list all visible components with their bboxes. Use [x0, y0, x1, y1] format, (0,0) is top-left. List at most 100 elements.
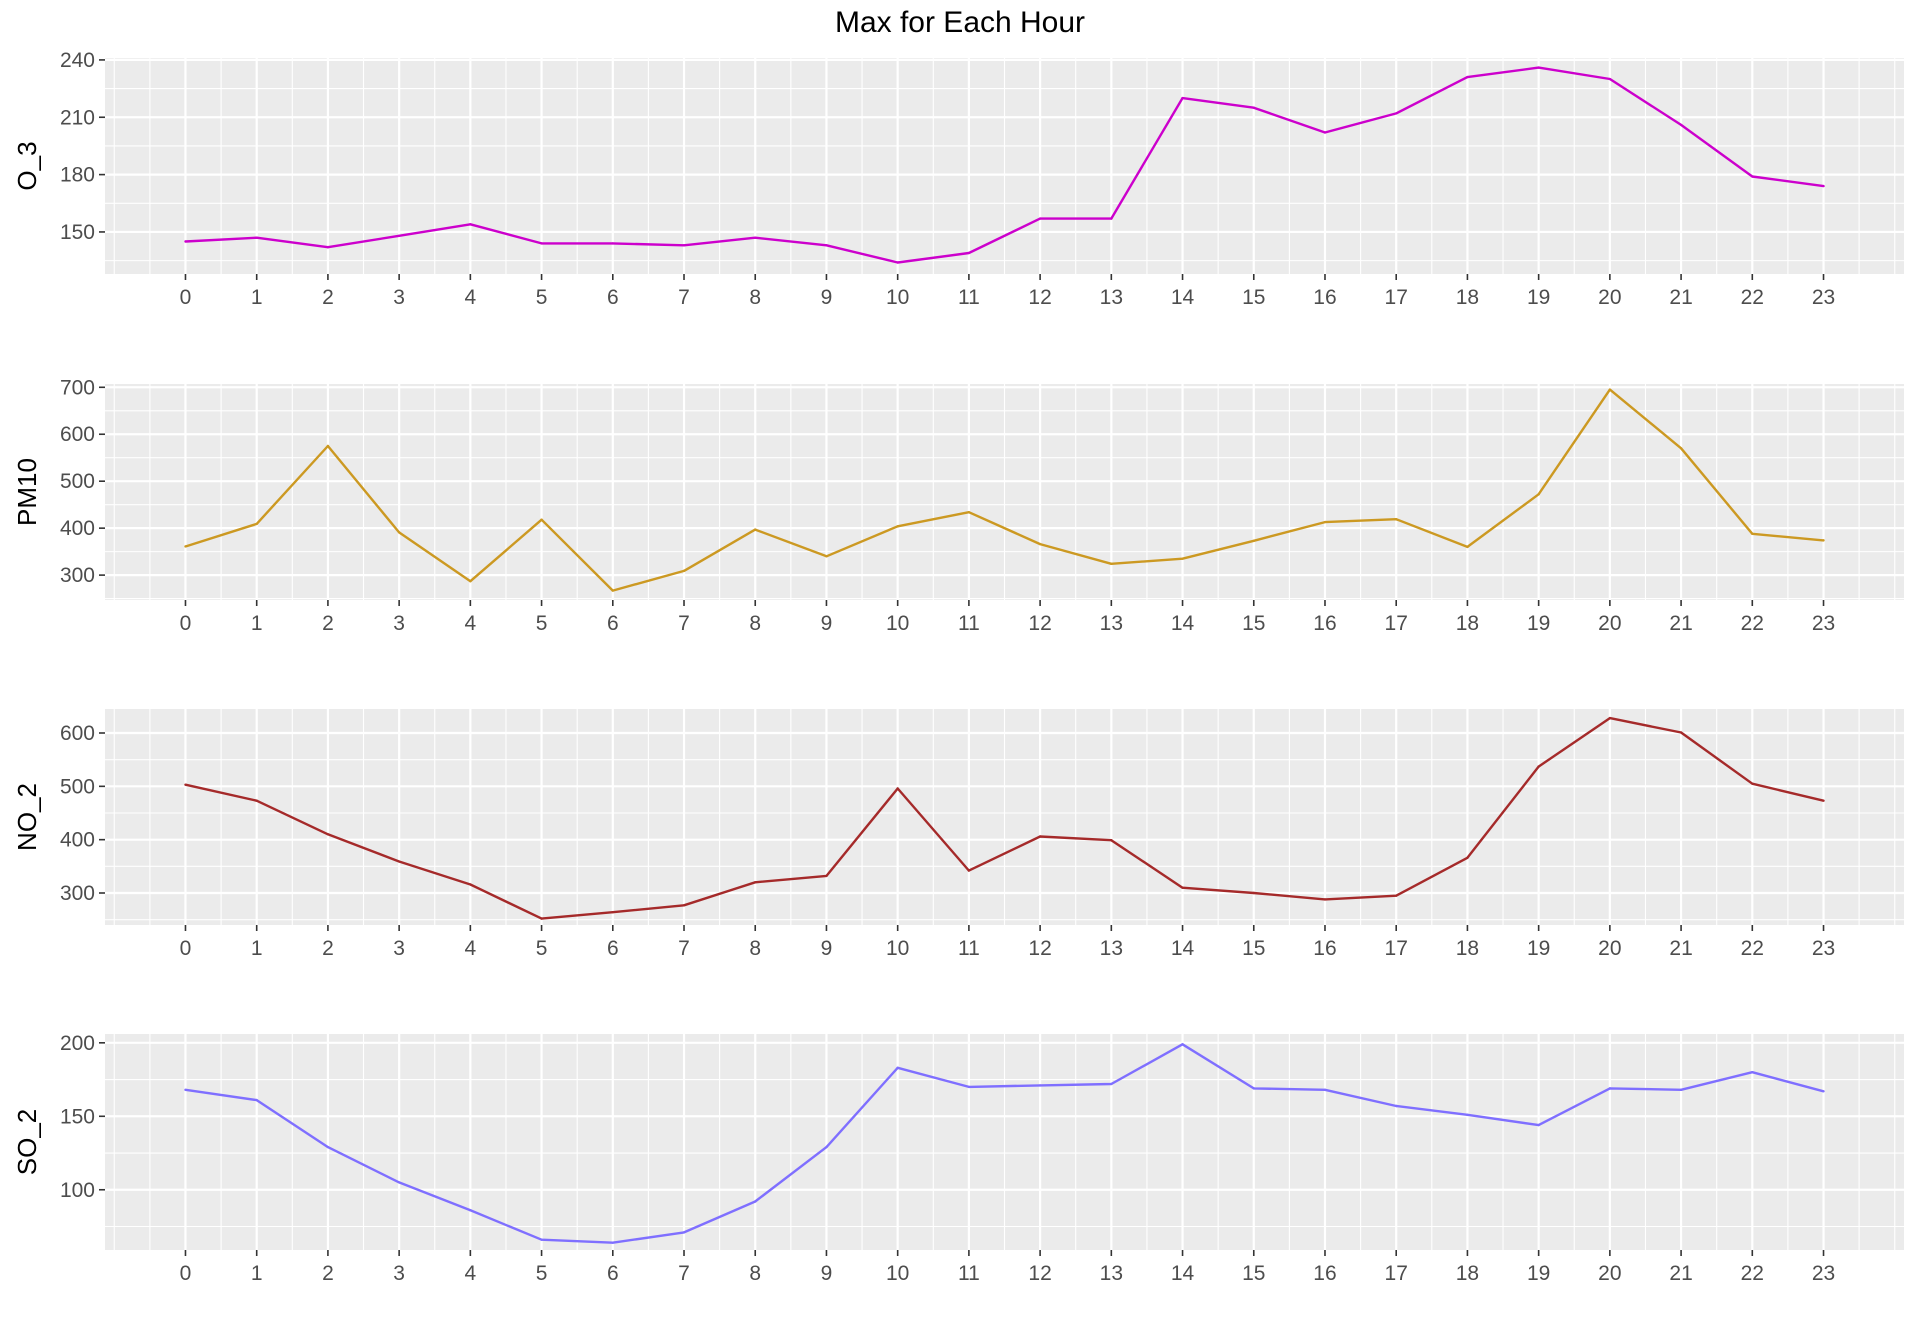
x-tick-label: 8 — [749, 1262, 761, 1285]
x-tick-label: 21 — [1669, 1262, 1692, 1285]
x-tick-label: 16 — [1313, 1262, 1336, 1285]
x-tick-label: 21 — [1669, 937, 1692, 960]
data-point — [540, 1238, 543, 1241]
data-point — [1537, 66, 1540, 69]
x-tick-label: 12 — [1028, 1262, 1051, 1285]
x-tick-label: 18 — [1456, 286, 1479, 309]
x-tick-label: 9 — [821, 1262, 833, 1285]
x-tick-label: 5 — [536, 612, 548, 635]
x-tick-label: 14 — [1171, 1262, 1195, 1285]
data-point — [326, 833, 330, 836]
data-point — [1323, 520, 1327, 524]
y-tick-label: 180 — [60, 164, 95, 187]
data-point — [1751, 782, 1754, 785]
data-point — [967, 510, 971, 514]
y-tick-label: 600 — [60, 423, 95, 446]
data-point — [184, 783, 187, 786]
x-tick-label: 6 — [607, 612, 619, 635]
panel-1: 0 1 2 3 4 5 6 7 8 9 10 11 12 13 14 15 16 17 18 19 20 21 22 2330… — [12, 376, 1904, 635]
data-point — [469, 1209, 472, 1212]
y-tick-label: 200 — [60, 1032, 95, 1055]
x-tick-label: 22 — [1741, 612, 1764, 635]
data-point — [825, 874, 828, 878]
x-tick-label: 22 — [1741, 286, 1764, 309]
x-tick-label: 15 — [1242, 612, 1265, 635]
data-point — [682, 569, 686, 573]
data-point — [1822, 539, 1825, 542]
x-tick-label: 20 — [1598, 286, 1621, 309]
data-point — [1252, 1087, 1255, 1090]
x-tick-label: 16 — [1313, 612, 1336, 635]
x-tick-label: 8 — [749, 286, 761, 309]
x-tick-label: 12 — [1028, 612, 1051, 635]
x-tick-label: 12 — [1028, 286, 1051, 309]
data-point — [754, 881, 757, 884]
data-point — [1822, 799, 1825, 802]
data-point — [397, 1181, 401, 1184]
data-point — [397, 860, 401, 863]
x-tick-label: 17 — [1385, 612, 1408, 635]
x-tick-label: 15 — [1242, 1262, 1265, 1285]
data-point — [1181, 557, 1184, 560]
y-axis-label: PM10 — [12, 458, 42, 526]
x-tick-label: 3 — [393, 286, 405, 309]
data-point — [1038, 217, 1042, 220]
data-point — [682, 1231, 686, 1234]
y-axis-label: NO_2 — [12, 783, 42, 851]
data-point — [896, 787, 899, 790]
y-tick-label: 210 — [60, 106, 95, 129]
y-tick-label: 100 — [60, 1179, 95, 1202]
data-point — [896, 261, 899, 264]
x-tick-label: 15 — [1242, 286, 1265, 309]
chart-title: Max for Each Hour — [835, 6, 1085, 39]
data-point — [1252, 106, 1255, 109]
data-point — [326, 246, 330, 249]
data-point — [1822, 1090, 1825, 1093]
data-point — [540, 518, 543, 521]
x-tick-label: 18 — [1456, 612, 1479, 635]
y-tick-label: 600 — [60, 722, 95, 745]
x-tick-label: 23 — [1812, 1262, 1835, 1285]
data-point — [1466, 75, 1469, 79]
x-tick-label: 7 — [678, 937, 690, 960]
data-point — [825, 1145, 828, 1149]
data-point — [469, 580, 472, 583]
data-point — [611, 589, 614, 592]
x-tick-label: 11 — [958, 937, 980, 960]
x-tick-label: 7 — [678, 1262, 690, 1285]
x-tick-label: 22 — [1741, 937, 1764, 960]
data-point — [1395, 112, 1398, 115]
y-tick-label: 150 — [60, 221, 95, 244]
y-tick-label: 500 — [60, 470, 95, 493]
data-point — [1181, 886, 1184, 889]
x-tick-label: 2 — [322, 286, 334, 309]
data-point — [1751, 1071, 1754, 1074]
data-point — [1608, 1087, 1612, 1090]
data-point — [1537, 493, 1540, 496]
x-tick-label: 1 — [251, 1262, 263, 1285]
data-point — [1323, 131, 1327, 134]
x-tick-label: 4 — [465, 1262, 477, 1285]
data-point — [682, 244, 686, 247]
x-tick-label: 17 — [1385, 286, 1408, 309]
data-point — [540, 242, 543, 245]
data-point — [1252, 539, 1255, 543]
x-tick-label: 20 — [1598, 937, 1621, 960]
x-tick-label: 4 — [465, 937, 477, 960]
x-tick-label: 23 — [1812, 937, 1835, 960]
x-tick-label: 4 — [465, 612, 477, 635]
x-tick-label: 3 — [393, 1262, 405, 1285]
data-point — [326, 1145, 330, 1149]
data-point — [1466, 1113, 1469, 1117]
x-tick-label: 11 — [958, 612, 980, 635]
x-tick-label: 5 — [536, 937, 548, 960]
y-tick-label: 150 — [60, 1105, 95, 1128]
x-tick-label: 15 — [1242, 937, 1265, 960]
data-point — [1395, 518, 1398, 521]
data-point — [1110, 562, 1113, 566]
data-point — [1537, 1123, 1540, 1127]
x-tick-label: 21 — [1669, 286, 1692, 309]
panel-0: 0 1 2 3 4 5 6 7 8 9 10 11 12 13 14 15 16 17 18 19 20 21 22 2315… — [12, 49, 1904, 309]
data-point — [255, 522, 258, 526]
data-point — [1466, 856, 1469, 859]
